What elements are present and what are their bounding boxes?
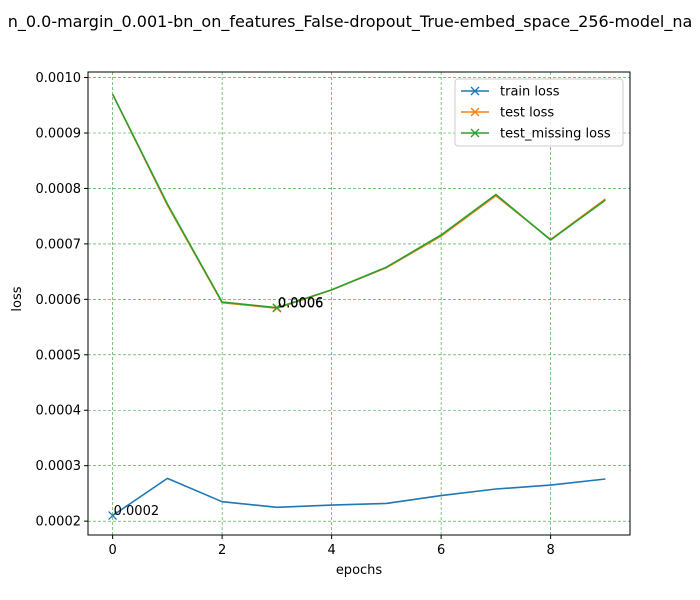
x-tick-label: 6 [437,543,445,558]
y-tick-label: 0.0005 [36,348,82,363]
legend-marker [470,107,480,117]
legend-label: test loss [500,106,554,121]
annotation-label: 0.0006 [278,296,324,311]
y-tick-label: 0.0004 [36,404,82,419]
legend-label: test_missing loss [500,127,611,142]
series-lines [108,93,606,521]
legend-marker [470,86,480,96]
x-tick-label: 8 [546,543,554,558]
plot-frame [87,71,631,536]
y-tick-label: 0.0008 [36,182,82,197]
y-tick-label: 0.0006 [36,293,82,308]
chart-title: n_0.0-margin_0.001-bn_on_features_False-… [8,12,693,32]
y-axis-label: loss [10,286,25,311]
series-line-0 [112,477,606,517]
legend-entry: test loss [461,106,554,121]
x-axis-label: epochs [336,563,383,578]
legend-label: train loss [500,85,560,100]
annotation-label: 0.0006 [278,297,324,312]
legend-entry: test_missing loss [461,127,611,142]
y-tick-label: 0.0010 [36,71,82,86]
legend-entry: train loss [461,85,560,100]
y-tick-label: 0.0007 [36,237,82,252]
series-line-2 [111,93,606,309]
legend-box [454,78,624,147]
series-marker-2 [272,303,282,313]
legend: train loss test loss test_missing loss [454,78,624,147]
y-tick-label: 0.0002 [36,515,82,530]
series-marker-0 [108,511,118,521]
legend-marker [470,128,480,138]
x-tick-label: 4 [327,543,335,558]
y-tick-label: 0.0009 [36,126,82,141]
annotation-label: 0.0002 [114,504,159,519]
x-tick-label: 0 [108,543,116,558]
y-tick-label: 0.0003 [36,459,82,474]
ticks: 0 2 4 6 8 0.0002 0.0003 0.0004 0.0005 0.0006 0.000… [36,71,555,558]
x-tick-label: 2 [218,543,226,558]
